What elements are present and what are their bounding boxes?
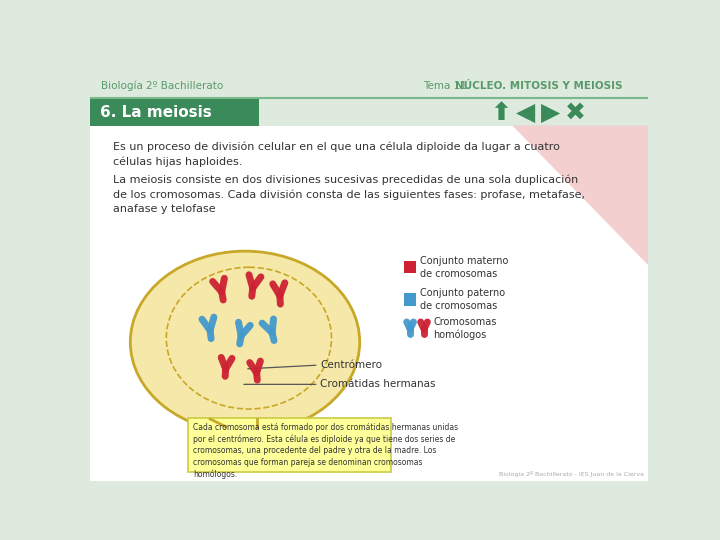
Text: Biología: Biología [101, 80, 143, 91]
Text: Conjunto materno
de cromosomas: Conjunto materno de cromosomas [420, 256, 508, 279]
Text: Cromátidas hermanas: Cromátidas hermanas [320, 379, 436, 389]
Polygon shape [513, 126, 648, 265]
Bar [404, 294, 416, 306]
Text: Cada cromosoma está formado por dos cromátidas hermanas unidas
por el centrómero: Cada cromosoma está formado por dos crom… [193, 423, 458, 479]
Text: Cromosomas
homólogos: Cromosomas homólogos [433, 318, 497, 340]
Bar [90, 126, 648, 481]
Bar [90, 99, 259, 126]
Text: ▶: ▶ [541, 100, 560, 125]
Text: 2º Bachillerato: 2º Bachillerato [145, 80, 223, 91]
Text: ✖: ✖ [564, 100, 585, 125]
Text: Centrómero: Centrómero [320, 360, 382, 370]
Text: 6. La meiosis: 6. La meiosis [100, 105, 212, 120]
Text: ◀: ◀ [516, 100, 535, 125]
Text: NÚCLEO. MITOSIS Y MEIOSIS: NÚCLEO. MITOSIS Y MEIOSIS [455, 80, 623, 91]
Bar [90, 65, 648, 98]
Text: ⬆: ⬆ [490, 100, 511, 125]
Text: Biología 2º Bachillerato - IES Juan de la Cierva: Biología 2º Bachillerato - IES Juan de l… [499, 471, 644, 477]
Text: Conjunto paterno
de cromosomas: Conjunto paterno de cromosomas [420, 288, 505, 311]
Text: Tema 11.: Tema 11. [423, 80, 474, 91]
FancyBboxPatch shape [189, 418, 392, 472]
Ellipse shape [130, 251, 360, 433]
Text: Es un proceso de división celular en el que una célula diploide da lugar a cuatr: Es un proceso de división celular en el … [113, 142, 560, 167]
Text: La meiosis consiste en dos divisiones sucesivas precedidas de una sola duplicaci: La meiosis consiste en dos divisiones su… [113, 174, 585, 214]
Bar [404, 261, 416, 273]
Ellipse shape [166, 267, 331, 409]
